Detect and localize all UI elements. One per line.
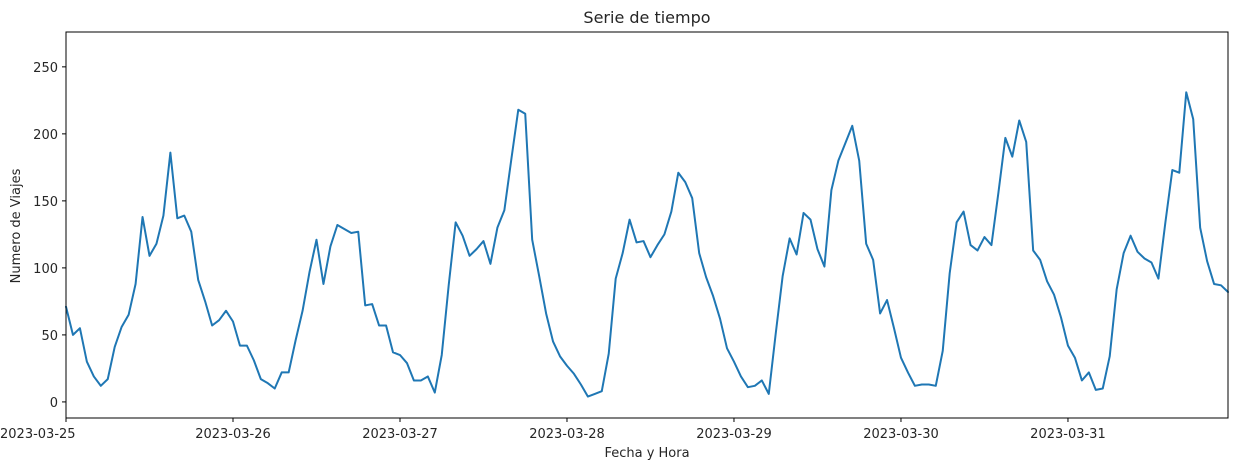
x-tick-label: 2023-03-27: [362, 427, 438, 442]
y-tick-label: 0: [50, 396, 58, 411]
y-axis-label: Numero de Viajes: [9, 168, 24, 283]
y-tick-label: 200: [33, 128, 58, 143]
x-tick-label: 2023-03-25: [0, 427, 76, 442]
x-axis-label: Fecha y Hora: [604, 446, 689, 461]
y-tick-label: 100: [33, 262, 58, 277]
x-tick-label: 2023-03-30: [863, 427, 939, 442]
x-tick-label: 2023-03-31: [1030, 427, 1106, 442]
chart-title: Serie de tiempo: [583, 8, 710, 27]
x-tick-label: 2023-03-28: [529, 427, 605, 442]
y-tick-label: 250: [33, 61, 58, 76]
y-axis-ticks: 0 50 100 150 200 250: [33, 61, 66, 411]
axes-frame: [65, 31, 1229, 419]
x-tick-label: 2023-03-26: [195, 427, 271, 442]
x-tick-label: 2023-03-29: [696, 427, 772, 442]
plot-area: [65, 91, 1229, 398]
series-line-numero-de-viajes: [65, 91, 1229, 398]
y-tick-label: 50: [41, 329, 58, 344]
y-tick-label: 150: [33, 195, 58, 210]
x-axis-ticks: 2023-03-25 2023-03-26 2023-03-27 2023-03-28…: [0, 418, 1106, 442]
